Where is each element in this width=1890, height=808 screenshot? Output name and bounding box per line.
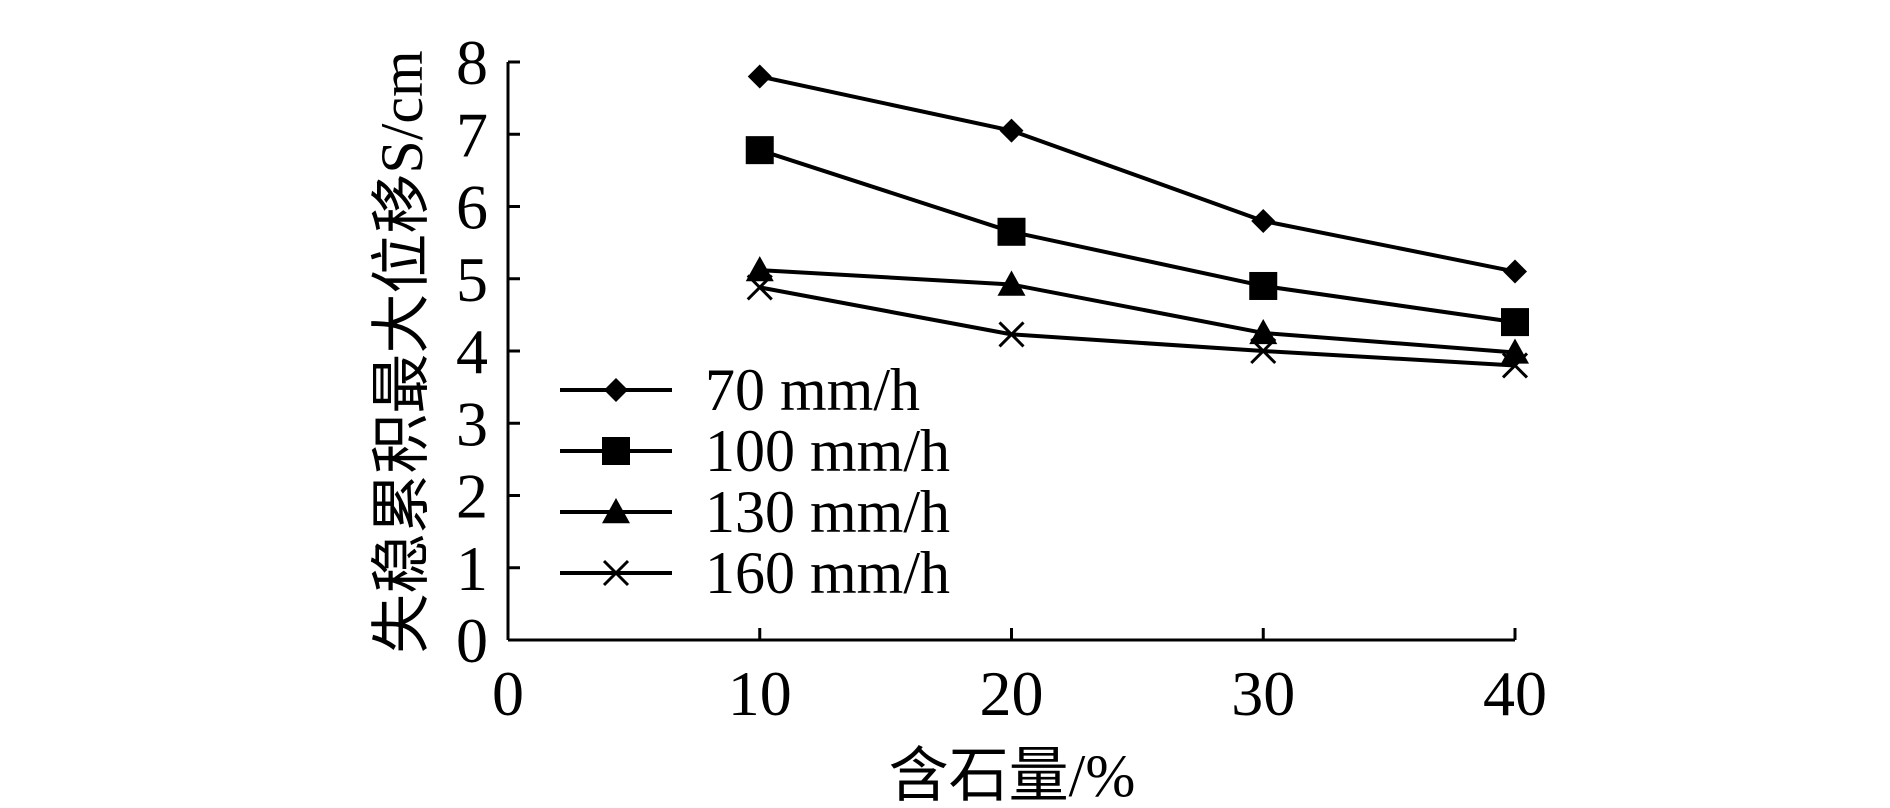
data-point [997, 270, 1026, 296]
axes [506, 62, 1515, 642]
y-axis-title: 失稳累积最大位移S/cm [369, 50, 435, 653]
series-line [759, 268, 1516, 355]
data-point [745, 256, 774, 282]
legend-item: 70 mm/h [560, 357, 920, 423]
data-point [747, 64, 772, 89]
legend-item: 130 mm/h [560, 479, 950, 545]
y-tick-label: 3 [456, 388, 488, 459]
legend-marker [604, 378, 628, 402]
legend-label: 160 mm/h [705, 540, 950, 606]
legend-label: 100 mm/h [705, 418, 950, 484]
data-point [746, 274, 773, 301]
series-line [759, 285, 1516, 368]
data-point [997, 217, 1026, 246]
legend-item: 100 mm/h [560, 418, 950, 484]
legend-marker [602, 559, 630, 587]
data-point [999, 118, 1024, 143]
data-point [998, 321, 1025, 348]
y-tick-label: 0 [456, 605, 488, 676]
legend-label: 70 mm/h [705, 357, 920, 423]
y-tick-label: 1 [456, 533, 488, 604]
series-line [759, 74, 1516, 274]
data-point [745, 136, 774, 165]
data-point [1501, 308, 1529, 337]
data-point [1501, 352, 1529, 379]
x-tick-label: 0 [492, 658, 524, 729]
x-tick-label: 40 [1483, 658, 1547, 729]
legend-marker [602, 437, 630, 465]
series-line [759, 148, 1516, 325]
ticks [508, 60, 1517, 642]
data-point [1250, 337, 1277, 365]
x-tick-label: 20 [980, 658, 1044, 729]
data-point [1249, 271, 1278, 300]
y-tick-label: 5 [456, 244, 488, 315]
series-triangle [745, 256, 1529, 364]
x-tick-label: 30 [1231, 658, 1295, 729]
y-tick-label: 7 [456, 99, 488, 170]
legend-label: 130 mm/h [705, 479, 950, 545]
data-point [1503, 259, 1527, 284]
series-square [745, 136, 1529, 337]
y-tick-label: 2 [456, 461, 488, 532]
legend-marker [602, 498, 630, 524]
legend-item: 160 mm/h [560, 540, 950, 606]
y-tick-label: 8 [456, 27, 488, 98]
series-layer [745, 64, 1529, 379]
x-tick-label: 10 [728, 658, 792, 729]
y-tick-label: 4 [456, 316, 488, 387]
series-cross [746, 274, 1529, 379]
data-point [1251, 208, 1276, 233]
y-tick-label: 6 [456, 172, 488, 243]
data-point [1249, 318, 1278, 345]
x-axis-title: 含石量/% [889, 743, 1136, 808]
series-diamond [747, 64, 1527, 284]
